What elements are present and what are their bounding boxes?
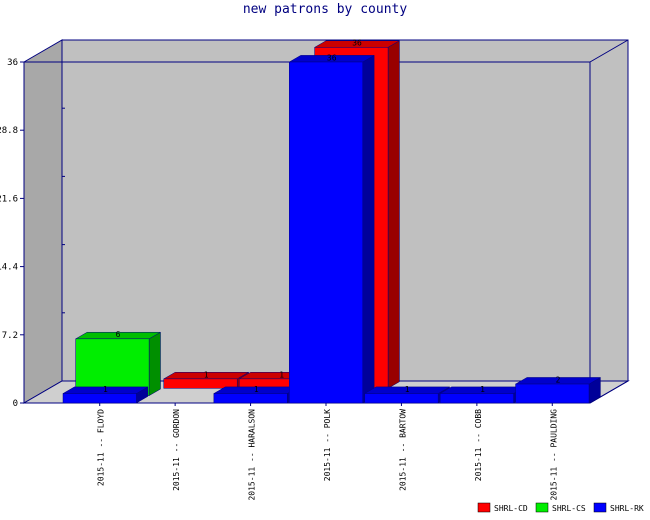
bar-shrl-rk-3 [288, 54, 376, 404]
y-tick-label: 14.4 [0, 263, 18, 273]
bar-front [213, 393, 288, 404]
chart-title: new patrons by county [243, 2, 408, 17]
bar-front [75, 338, 150, 396]
bar-side [148, 331, 161, 397]
legend-label: SHRL-CS [552, 504, 586, 513]
data-label: 6 [116, 330, 121, 339]
x-tick-label: 2015-11 -- FLOYD [97, 409, 106, 486]
bar-front [515, 383, 590, 404]
x-tick-label: 2015-11 -- POLK [323, 409, 332, 481]
data-label: 1 [405, 385, 410, 394]
bar-side [387, 40, 400, 389]
data-label: 1 [103, 385, 108, 394]
legend-swatch [477, 502, 491, 513]
data-label: 1 [204, 370, 209, 379]
bar-side [362, 54, 375, 404]
bar-front [289, 61, 363, 404]
side-wall [23, 39, 63, 404]
legend-label: SHRL-RK [610, 504, 644, 513]
x-tick-label: 2015-11 -- BARTOW [398, 409, 407, 491]
data-label: 2 [556, 375, 561, 384]
bar-front [439, 393, 514, 404]
x-tick-label: 2015-11 -- GORDON [172, 409, 181, 491]
legend-swatch [593, 502, 607, 513]
x-axis: 2015-11 -- FLOYD 2015-11 -- GORDON 2015-11… [97, 403, 558, 501]
y-axis: 0 7.2 14.4 21.6 28.8 36 [0, 39, 65, 409]
data-label: 1 [480, 385, 485, 394]
bar-shrl-rk-6 [514, 377, 602, 404]
legend-label: SHRL-CD [494, 504, 528, 513]
data-label: 36 [327, 53, 337, 62]
data-label: 1 [254, 385, 259, 394]
bar-front [163, 378, 238, 389]
x-tick-label: 2015-11 -- HARALSON [248, 409, 257, 501]
bar-shrl-cs-0 [74, 331, 162, 397]
x-tick-label: 2015-11 -- PAULDING [549, 409, 558, 501]
y-tick-label: 28.8 [0, 126, 18, 136]
data-label: 1 [279, 370, 284, 379]
legend: SHRL-CD SHRL-CS SHRL-RK [477, 502, 644, 513]
data-label: 36 [352, 39, 362, 48]
legend-swatch [535, 502, 549, 513]
y-tick-label: 21.6 [0, 194, 18, 204]
y-tick-label: 0 [13, 399, 18, 409]
bar-front [364, 393, 439, 404]
bars: 1 1 36 6 1 1 36 1 1 2 [62, 39, 602, 404]
bar-shrl-rk-0 [62, 386, 149, 404]
bar-front [62, 393, 137, 404]
x-tick-label: 2015-11 -- COBB [474, 409, 483, 481]
y-tick-label: 7.2 [2, 331, 18, 341]
y-tick-label: 36 [7, 58, 18, 68]
